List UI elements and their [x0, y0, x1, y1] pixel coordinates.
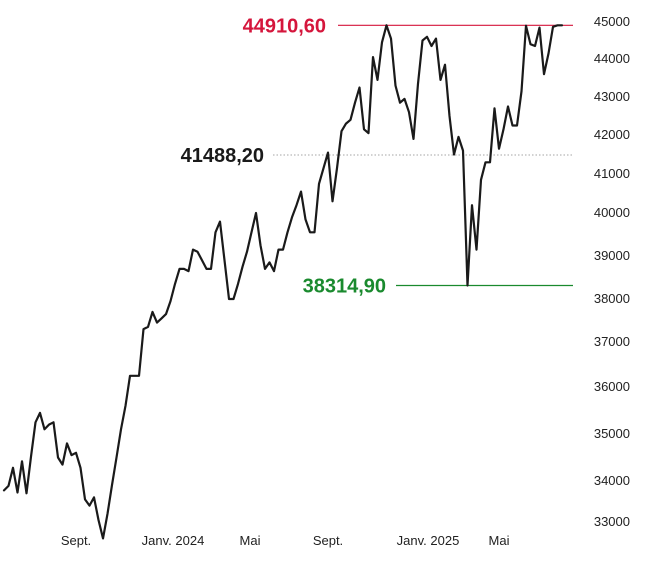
x-axis-tick-labels: Sept. Janv. 2024 Mai Sept. Janv. 2025 Ma…	[61, 533, 510, 548]
y-tick-label: 42000	[594, 127, 630, 142]
y-tick-label: 38000	[594, 291, 630, 306]
y-tick-label: 41000	[594, 166, 630, 181]
low-value-label: 38314,90	[303, 276, 386, 298]
y-tick-label: 40000	[594, 205, 630, 220]
y-tick-label: 45000	[594, 14, 630, 29]
index-series-line	[2, 24, 564, 540]
reference-value-label: 41488,20	[181, 145, 264, 167]
y-tick-label: 37000	[594, 334, 630, 349]
y-tick-label: 36000	[594, 379, 630, 394]
y-tick-label: 33000	[594, 514, 630, 529]
y-tick-label: 44000	[594, 51, 630, 66]
high-value-label: 44910,60	[243, 15, 326, 37]
x-tick-label: Sept.	[313, 533, 343, 548]
x-tick-label: Janv. 2024	[142, 533, 205, 548]
x-tick-label: Janv. 2025	[397, 533, 460, 548]
y-tick-label: 34000	[594, 473, 630, 488]
y-tick-label: 35000	[594, 426, 630, 441]
y-axis-tick-labels: 33000 34000 35000 36000 37000 38000 3900…	[594, 14, 630, 529]
y-tick-label: 39000	[594, 248, 630, 263]
x-tick-label: Mai	[489, 533, 510, 548]
x-tick-label: Mai	[240, 533, 261, 548]
x-tick-label: Sept.	[61, 533, 91, 548]
y-tick-label: 43000	[594, 89, 630, 104]
